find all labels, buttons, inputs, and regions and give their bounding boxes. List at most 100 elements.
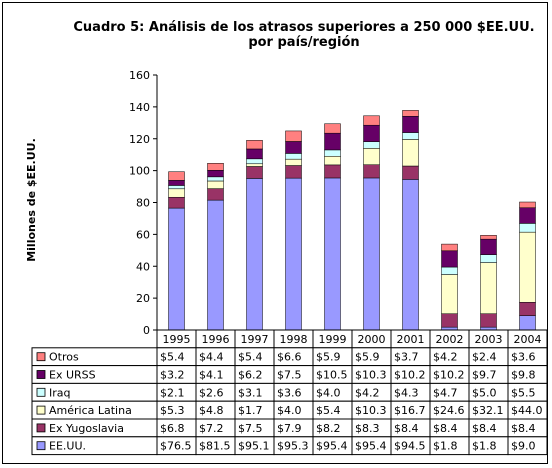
bar-segment [363, 141, 380, 149]
bar-segment [168, 180, 185, 186]
data-value-label: $8.4 [472, 422, 497, 435]
bar-segment [402, 110, 419, 117]
legend-label: EE.UU. [49, 440, 86, 453]
data-value-label: $76.5 [160, 440, 192, 453]
bar-segment [324, 156, 341, 166]
data-value-label: $95.3 [277, 440, 309, 453]
legend-label: Iraq [49, 386, 71, 399]
data-value-label: $10.5 [316, 369, 348, 382]
chart-title-line-2: por país/región [248, 35, 360, 50]
data-value-label: $3.1 [238, 386, 263, 399]
data-value-label: $10.3 [355, 369, 387, 382]
bar-segment [207, 199, 224, 331]
data-value-label: $7.2 [199, 422, 224, 435]
data-value-label: $3.2 [160, 369, 185, 382]
data-value-label: $8.4 [433, 422, 458, 435]
data-value-label: $10.2 [394, 369, 426, 382]
data-value-label: $4.4 [199, 351, 224, 364]
table-value-cell [507, 436, 548, 456]
data-value-label: $5.9 [355, 351, 380, 364]
bar-segment [324, 149, 341, 157]
bar-segment [285, 165, 302, 179]
data-value-label: $1.8 [472, 440, 497, 453]
data-value-label: $8.4 [511, 422, 536, 435]
bar-segment [402, 165, 419, 180]
data-value-label: $94.5 [394, 440, 426, 453]
legend-swatch [36, 405, 46, 415]
data-value-label: $7.9 [277, 422, 302, 435]
data-value-label: $3.6 [511, 351, 536, 364]
data-value-label: $81.5 [199, 440, 231, 453]
y-tick-label: 80 [136, 197, 150, 210]
data-value-label: $6.2 [238, 369, 263, 382]
y-tick-label: 140 [129, 101, 150, 114]
bar-segment [402, 132, 419, 140]
bar-segment [363, 164, 380, 179]
bar-segment [207, 163, 224, 171]
bar-segment [441, 266, 458, 275]
data-value-label: $95.1 [238, 440, 270, 453]
bar-segment [168, 188, 185, 198]
data-value-label: $4.2 [433, 351, 458, 364]
bar-segment [324, 164, 341, 179]
bar-segment [402, 116, 419, 133]
bar-segment [246, 148, 263, 160]
x-category-label: 2000 [358, 333, 386, 346]
bar-segment [402, 139, 419, 167]
data-value-label: $4.1 [199, 369, 224, 382]
legend-label: Otros [49, 351, 79, 364]
bar-segment [207, 188, 224, 201]
legend-swatch [36, 387, 46, 397]
bar-segment [246, 178, 263, 331]
x-category-label: 1995 [163, 333, 191, 346]
legend-label: América Latina [49, 404, 132, 417]
y-tick-label: 60 [136, 228, 150, 241]
data-value-label: $5.3 [160, 404, 185, 417]
bar-segment [324, 123, 341, 134]
x-category-label: 2002 [436, 333, 464, 346]
data-value-label: $3.6 [277, 386, 302, 399]
bar-segment [168, 185, 185, 190]
data-value-label: $5.4 [160, 351, 185, 364]
data-value-label: $4.0 [316, 386, 341, 399]
bar-segment [168, 196, 185, 209]
data-value-label: $4.2 [355, 386, 380, 399]
bar-segment [285, 141, 302, 154]
data-value-label: $5.9 [316, 351, 341, 364]
data-value-label: $7.5 [238, 422, 263, 435]
data-value-label: $9.0 [511, 440, 536, 453]
y-tick-label: 0 [143, 324, 150, 337]
bar-segment [519, 201, 536, 209]
bar-segment [480, 262, 497, 314]
bar-segment [363, 124, 380, 142]
data-value-label: $16.7 [394, 404, 426, 417]
bar-segment [207, 176, 224, 182]
bar-segment [480, 235, 497, 240]
data-value-label: $10.3 [355, 404, 387, 417]
x-category-label: 1996 [202, 333, 230, 346]
data-value-label: $9.7 [472, 369, 497, 382]
chart-title: Cuadro 5: Análisis de los atrasos superi… [60, 20, 548, 50]
bar-segment [441, 250, 458, 268]
y-tick-label: 160 [129, 69, 150, 82]
legend-label: Ex Yugoslavia [49, 422, 124, 435]
bar-segment [246, 166, 263, 179]
data-value-label: $10.2 [433, 369, 465, 382]
data-value-label: $4.8 [199, 404, 224, 417]
data-value-label: $95.4 [355, 440, 387, 453]
bar-segment [519, 207, 536, 224]
bar-segment [480, 254, 497, 263]
bar-segment [519, 231, 536, 303]
x-category-label: 1998 [280, 333, 308, 346]
data-value-label: $8.2 [316, 422, 341, 435]
data-value-label: $3.7 [394, 351, 419, 364]
data-value-label: $95.4 [316, 440, 348, 453]
bar-segment [363, 177, 380, 331]
data-value-label: $5.4 [316, 404, 341, 417]
data-value-label: $8.4 [394, 422, 419, 435]
bar-segment [246, 158, 263, 165]
bar-segment [363, 148, 380, 165]
bar-segment [324, 132, 341, 151]
data-value-label: $24.6 [433, 404, 465, 417]
